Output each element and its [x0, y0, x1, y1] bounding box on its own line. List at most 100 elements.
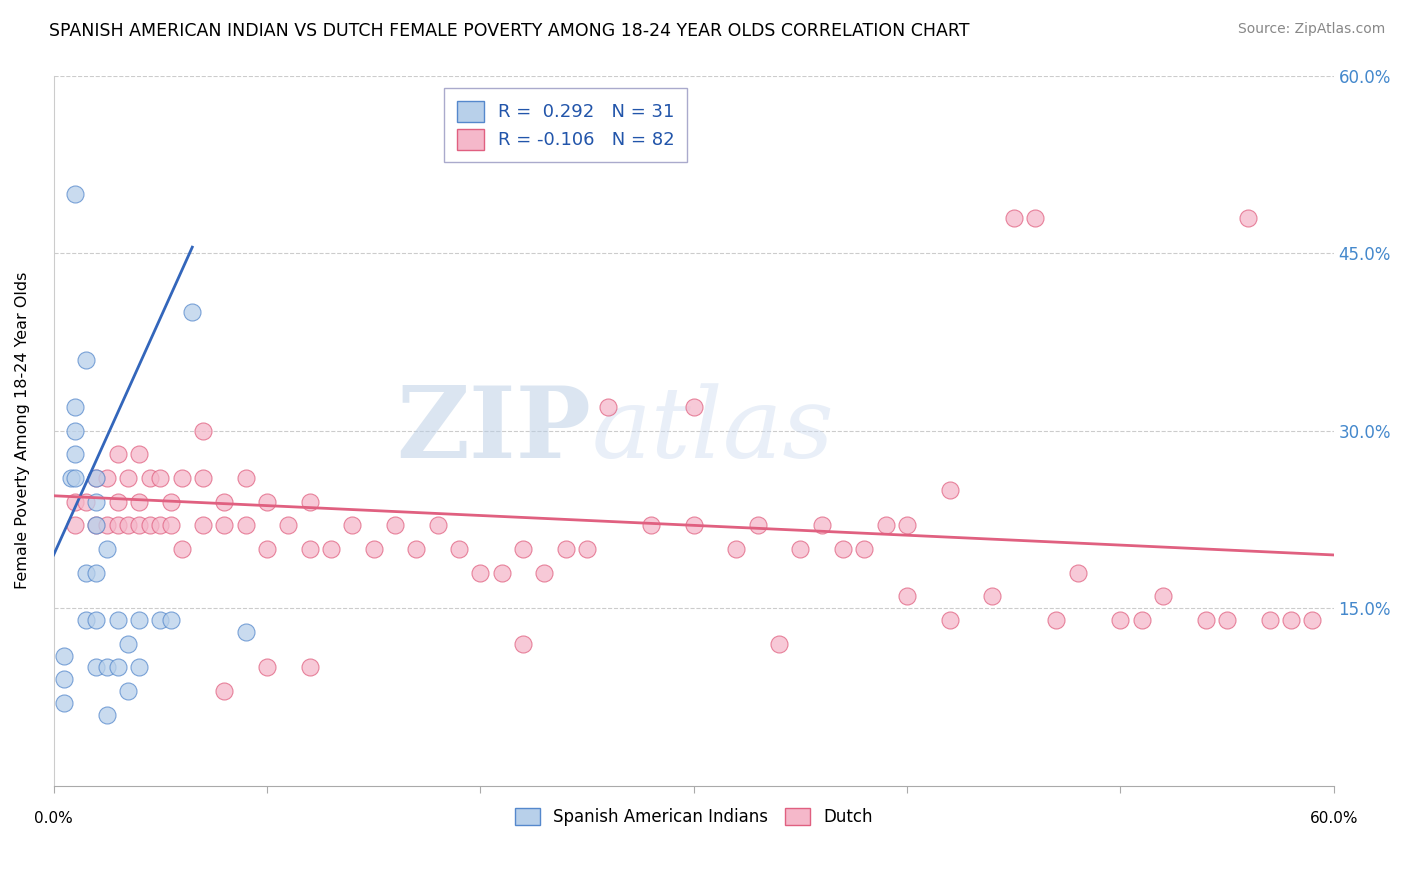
Point — [149, 471, 172, 485]
Point — [447, 542, 470, 557]
Point — [117, 637, 139, 651]
Point — [256, 660, 278, 674]
Point — [63, 471, 86, 485]
Point — [640, 518, 662, 533]
Point — [789, 542, 811, 557]
Point — [1024, 211, 1046, 225]
Point — [938, 483, 960, 497]
Point — [256, 542, 278, 557]
Point — [682, 400, 704, 414]
Point — [1045, 613, 1067, 627]
Point — [191, 518, 214, 533]
Point — [319, 542, 342, 557]
Point — [554, 542, 576, 557]
Point — [149, 518, 172, 533]
Point — [298, 494, 321, 508]
Point — [107, 447, 129, 461]
Point — [75, 613, 97, 627]
Point — [84, 494, 107, 508]
Point — [96, 518, 118, 533]
Point — [53, 672, 76, 686]
Point — [191, 471, 214, 485]
Point — [84, 660, 107, 674]
Point — [896, 590, 918, 604]
Point — [1152, 590, 1174, 604]
Point — [1301, 613, 1323, 627]
Point — [75, 566, 97, 580]
Point — [981, 590, 1004, 604]
Point — [682, 518, 704, 533]
Point — [1237, 211, 1260, 225]
Point — [84, 471, 107, 485]
Point — [96, 660, 118, 674]
Point — [160, 613, 183, 627]
Point — [75, 494, 97, 508]
Point — [725, 542, 748, 557]
Point — [214, 494, 236, 508]
Point — [117, 684, 139, 698]
Point — [128, 447, 150, 461]
Point — [160, 518, 183, 533]
Point — [96, 471, 118, 485]
Text: Source: ZipAtlas.com: Source: ZipAtlas.com — [1237, 22, 1385, 37]
Point — [1279, 613, 1302, 627]
Point — [59, 471, 82, 485]
Text: atlas: atlas — [591, 383, 834, 478]
Text: 60.0%: 60.0% — [1309, 811, 1358, 826]
Point — [598, 400, 620, 414]
Point — [84, 566, 107, 580]
Point — [214, 518, 236, 533]
Point — [160, 494, 183, 508]
Point — [235, 624, 257, 639]
Point — [405, 542, 427, 557]
Point — [277, 518, 299, 533]
Point — [810, 518, 832, 533]
Point — [1066, 566, 1088, 580]
Point — [1002, 211, 1025, 225]
Point — [107, 494, 129, 508]
Point — [107, 660, 129, 674]
Text: ZIP: ZIP — [396, 382, 591, 479]
Point — [96, 542, 118, 557]
Point — [138, 518, 160, 533]
Point — [63, 447, 86, 461]
Point — [96, 707, 118, 722]
Point — [512, 542, 534, 557]
Point — [117, 471, 139, 485]
Point — [170, 542, 193, 557]
Point — [1130, 613, 1153, 627]
Point — [214, 684, 236, 698]
Point — [853, 542, 876, 557]
Point — [128, 518, 150, 533]
Point — [149, 613, 172, 627]
Point — [84, 471, 107, 485]
Point — [63, 186, 86, 201]
Point — [896, 518, 918, 533]
Point — [84, 518, 107, 533]
Point — [298, 660, 321, 674]
Point — [107, 613, 129, 627]
Point — [117, 518, 139, 533]
Point — [384, 518, 406, 533]
Point — [747, 518, 769, 533]
Point — [63, 400, 86, 414]
Point — [235, 471, 257, 485]
Point — [491, 566, 513, 580]
Point — [1258, 613, 1281, 627]
Point — [107, 518, 129, 533]
Point — [342, 518, 364, 533]
Point — [84, 518, 107, 533]
Point — [191, 424, 214, 438]
Point — [53, 696, 76, 710]
Point — [63, 494, 86, 508]
Point — [256, 494, 278, 508]
Point — [63, 424, 86, 438]
Point — [53, 648, 76, 663]
Point — [1109, 613, 1132, 627]
Point — [768, 637, 790, 651]
Point — [875, 518, 897, 533]
Point — [832, 542, 855, 557]
Legend: Spanish American Indians, Dutch: Spanish American Indians, Dutch — [506, 799, 882, 834]
Point — [128, 660, 150, 674]
Point — [426, 518, 449, 533]
